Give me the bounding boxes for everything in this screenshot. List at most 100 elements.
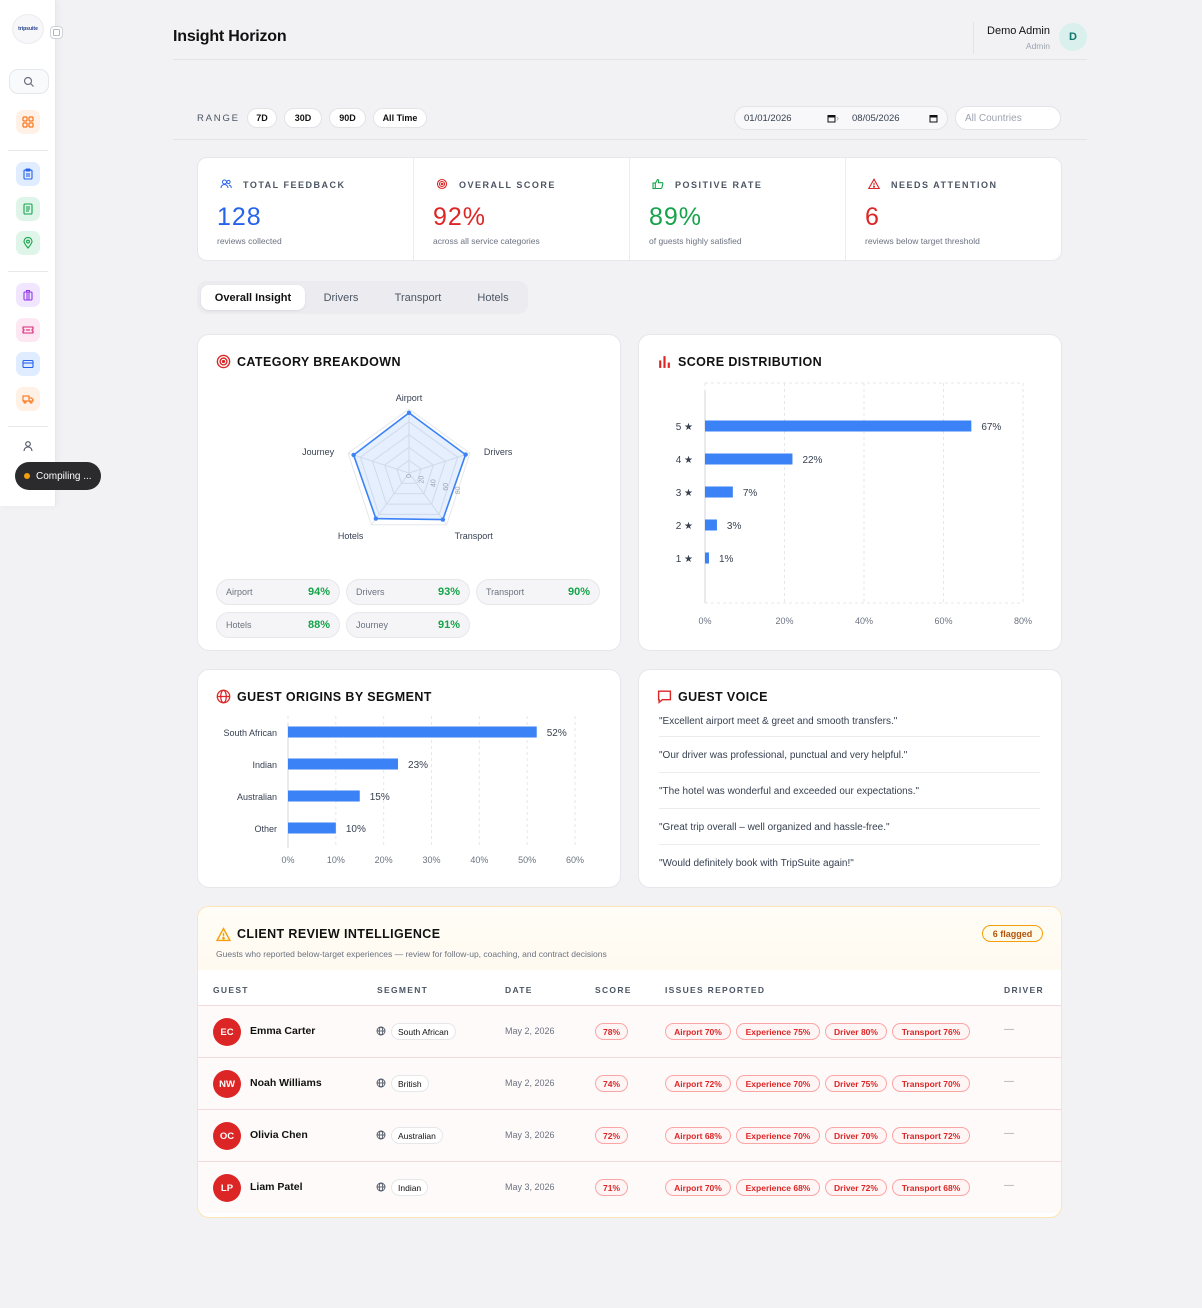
country-select[interactable]: All Countries — [955, 106, 1061, 130]
kpi-label: POSITIVE RATE — [675, 180, 763, 190]
guest-quote: "Would definitely book with TripSuite ag… — [659, 858, 854, 869]
kpi-value: 128 — [217, 203, 262, 231]
radar-axis-label: Journey — [302, 447, 335, 457]
compiling-label: Compiling ... — [36, 470, 92, 482]
sidebar-item-transport[interactable] — [16, 387, 40, 411]
kpi-strip: TOTAL FEEDBACK 128 reviews collected OVE… — [197, 157, 1062, 261]
kpi-value: 6 — [865, 203, 880, 231]
search-button[interactable] — [9, 69, 49, 94]
segment-badge: Indian — [391, 1179, 429, 1196]
globe-icon — [376, 1078, 386, 1088]
score-distribution-panel: SCORE DISTRIBUTION 0% 20% 40% 60% 80% 5 ★ 67% 4… — [638, 334, 1062, 651]
kpi-subtext: reviews below target threshold — [865, 236, 980, 246]
globe-icon — [216, 689, 231, 704]
x-tick-label: 0% — [698, 616, 711, 626]
guest-quote: "Excellent airport meet & greet and smoo… — [659, 716, 898, 727]
segment-badge: South African — [391, 1023, 456, 1040]
y-category-label: Indian — [252, 760, 277, 770]
guest-avatar: NW — [213, 1070, 241, 1098]
y-category-label: Australian — [237, 792, 277, 802]
category-breakdown-panel: CATEGORY BREAKDOWN 0 20 40 60 80 Airport Drive… — [197, 334, 621, 651]
bar-value-label: 15% — [370, 792, 390, 803]
radar-spoke — [408, 472, 448, 526]
review-date: May 2, 2026 — [505, 1078, 555, 1088]
avatar[interactable]: D — [1059, 23, 1087, 51]
issue-tag: Driver 72% — [825, 1179, 887, 1196]
issue-tag: Driver 80% — [825, 1023, 887, 1040]
table-row[interactable]: LP Liam Patel Indian May 3, 2026 71% Air… — [198, 1161, 1061, 1213]
document-icon — [23, 203, 33, 215]
compiling-status: Compiling ... — [15, 462, 101, 490]
guest-avatar: LP — [213, 1174, 241, 1202]
sidebar-item-tickets[interactable] — [16, 318, 40, 342]
y-category-label: 2 ★ — [676, 521, 693, 532]
issue-tag: Transport 72% — [892, 1127, 970, 1144]
issue-tag: Experience 75% — [736, 1023, 820, 1040]
grid-icon — [22, 116, 34, 128]
client-review-panel: CLIENT REVIEW INTELLIGENCE Guests who re… — [197, 906, 1062, 1218]
bar — [288, 790, 360, 802]
x-tick-label: 10% — [327, 855, 345, 865]
date-from-input[interactable]: 01/01/2026 — [744, 106, 836, 130]
radar-point — [373, 516, 379, 521]
radar-grid-ring — [347, 408, 471, 526]
sidebar-item-document[interactable] — [16, 197, 40, 221]
chip-value: 94% — [307, 586, 330, 598]
category-chip: Journey 91% — [346, 612, 470, 638]
sidebar-item-profile[interactable] — [16, 434, 40, 458]
chip-label: Hotels — [226, 620, 252, 630]
collapse-sidebar-button[interactable] — [50, 26, 63, 39]
table-row[interactable]: EC Emma Carter South African May 2, 2026… — [198, 1005, 1061, 1057]
kpi-subtext: reviews collected — [217, 236, 282, 246]
driver-value: — — [1004, 1128, 1014, 1139]
x-tick-label: 60% — [566, 855, 584, 865]
range-90d-button[interactable]: 90D — [329, 108, 366, 128]
sidebar-divider — [8, 426, 48, 427]
sidebar-item-clipboard[interactable] — [16, 162, 40, 186]
x-tick-label: 40% — [855, 616, 873, 626]
y-category-label: South African — [223, 728, 277, 738]
tab-overall-insight[interactable]: Overall Insight — [201, 285, 305, 310]
range-all-time-button[interactable]: All Time — [373, 108, 427, 128]
col-header: ISSUES REPORTED — [665, 985, 766, 995]
panel-title: CATEGORY BREAKDOWN — [237, 355, 401, 369]
panel-title: CLIENT REVIEW INTELLIGENCE — [237, 927, 441, 941]
table-row[interactable]: OC Olivia Chen Australian May 3, 2026 72… — [198, 1109, 1061, 1161]
sidebar-item-dashboard[interactable] — [16, 110, 40, 134]
chip-value: 90% — [567, 586, 590, 598]
radar-spoke — [347, 452, 410, 474]
warning-icon — [868, 178, 880, 190]
issue-tag: Experience 68% — [736, 1179, 820, 1196]
y-category-label: 5 ★ — [676, 422, 693, 433]
chip-label: Drivers — [356, 587, 385, 597]
col-header: GUEST — [213, 985, 249, 995]
bar-value-label: 1% — [719, 554, 734, 565]
warning-icon — [216, 927, 231, 942]
sidebar-item-hotels[interactable] — [16, 283, 40, 307]
radar-grid-ring — [359, 421, 459, 515]
globe-icon — [376, 1130, 386, 1140]
radar-grid-ring — [371, 433, 447, 505]
tab-drivers[interactable]: Drivers — [323, 291, 359, 304]
review-date: May 3, 2026 — [505, 1182, 555, 1192]
tab-transport[interactable]: Transport — [394, 291, 442, 304]
kpi-value: 92% — [433, 203, 487, 231]
range-7d-button[interactable]: 7D — [247, 108, 277, 128]
logo[interactable]: tripsuite — [12, 14, 44, 44]
ticket-icon — [22, 326, 34, 334]
sidebar-item-payments[interactable] — [16, 352, 40, 376]
date-to-input[interactable]: 08/05/2026 — [852, 106, 938, 130]
guest-avatar: EC — [213, 1018, 241, 1046]
bar-chart-icon — [659, 356, 670, 368]
sidebar-item-locations[interactable] — [16, 231, 40, 255]
globe-icon — [376, 1182, 386, 1192]
tab-hotels[interactable]: Hotels — [477, 291, 509, 304]
y-category-label: 3 ★ — [676, 488, 693, 499]
panel-subtitle: Guests who reported below-target experie… — [216, 949, 607, 959]
score-badge: 72% — [595, 1127, 628, 1144]
table-row[interactable]: NW Noah Williams British May 2, 2026 74%… — [198, 1057, 1061, 1109]
truck-icon — [22, 395, 34, 404]
range-30d-button[interactable]: 30D — [284, 108, 322, 128]
category-chip: Drivers 93% — [346, 579, 470, 605]
x-tick-label: 60% — [934, 616, 952, 626]
